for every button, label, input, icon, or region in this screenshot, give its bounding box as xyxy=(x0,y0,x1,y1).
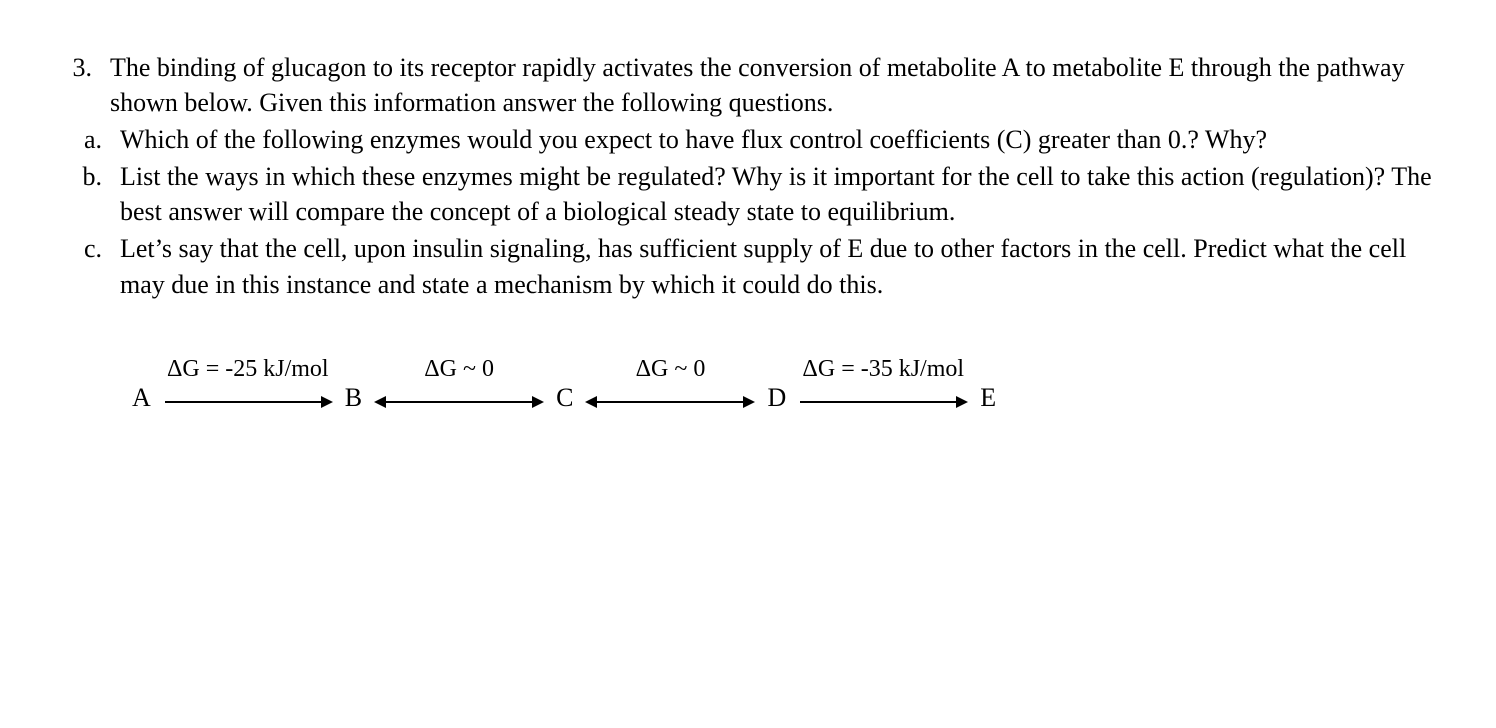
spacer xyxy=(350,344,356,376)
pathway-node-label: D xyxy=(755,380,798,415)
pathway-node: E xyxy=(968,344,1008,415)
pathway-node-label: A xyxy=(120,380,163,415)
pathway-node: D xyxy=(755,344,798,415)
question-content: The binding of glucagon to its receptor … xyxy=(110,50,1436,304)
pathway-edge: ΔG ~ 0 xyxy=(585,353,755,415)
spacer xyxy=(138,344,144,376)
spacer xyxy=(562,344,568,376)
pathway-node-label: E xyxy=(968,380,1008,415)
pathway-edge: ΔG ~ 0 xyxy=(374,353,544,415)
pathway-node-label: B xyxy=(333,380,374,415)
pathway-node-label: C xyxy=(544,380,585,415)
arrow-wrapper xyxy=(374,389,544,415)
pathway-diagram: AΔG = -25 kJ/mol B ΔG ~ 0 C ΔG ~ 0 DΔG = -… xyxy=(120,344,1436,415)
sub-question-list: a. Which of the following enzymes would … xyxy=(110,122,1436,301)
delta-g-label: ΔG = -35 kJ/mol xyxy=(802,353,964,385)
delta-g-label: ΔG ~ 0 xyxy=(636,353,706,385)
sub-text-c: Let’s say that the cell, upon insulin si… xyxy=(120,231,1436,301)
sub-text-b: List the ways in which these enzymes mig… xyxy=(120,159,1436,229)
spacer xyxy=(774,344,780,376)
pathway-node: A xyxy=(120,344,163,415)
pathway-edge: ΔG = -35 kJ/mol xyxy=(798,353,968,415)
delta-g-label: ΔG ~ 0 xyxy=(424,353,494,385)
bidirectional-arrow-icon xyxy=(585,392,755,412)
pathway-node: C xyxy=(544,344,585,415)
pathway-edge: ΔG = -25 kJ/mol xyxy=(163,353,333,415)
delta-g-label: ΔG = -25 kJ/mol xyxy=(167,353,329,385)
arrow-wrapper xyxy=(585,389,755,415)
bidirectional-arrow-icon xyxy=(374,392,544,412)
right-arrow-icon xyxy=(163,392,333,412)
sub-letter-c: c. xyxy=(80,231,120,301)
right-arrow-icon xyxy=(798,392,968,412)
spacer xyxy=(985,344,991,376)
sub-item-b: b. List the ways in which these enzymes … xyxy=(80,159,1436,229)
sub-text-a: Which of the following enzymes would you… xyxy=(120,122,1436,157)
pathway-node: B xyxy=(333,344,374,415)
sub-letter-a: a. xyxy=(80,122,120,157)
question-stem: The binding of glucagon to its receptor … xyxy=(110,50,1436,120)
arrow-wrapper xyxy=(798,389,968,415)
sub-item-c: c. Let’s say that the cell, upon insulin… xyxy=(80,231,1436,301)
sub-item-a: a. Which of the following enzymes would … xyxy=(80,122,1436,157)
sub-letter-b: b. xyxy=(80,159,120,229)
arrow-wrapper xyxy=(163,389,333,415)
question-block: 3. The binding of glucagon to its recept… xyxy=(60,50,1436,304)
